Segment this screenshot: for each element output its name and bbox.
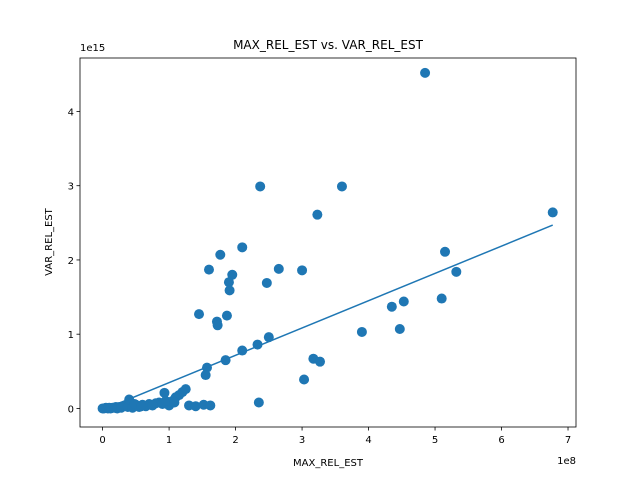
y-tick-label: 4 <box>68 107 74 118</box>
x-tick-label: 0 <box>99 435 105 446</box>
y-tick-label: 2 <box>68 256 74 267</box>
data-point <box>386 301 397 312</box>
data-point <box>263 332 274 343</box>
data-point <box>273 263 284 274</box>
y-axis-label: VAR_REL_EST <box>44 207 55 275</box>
y-tick-label: 3 <box>68 182 74 193</box>
axes-frame <box>79 57 577 428</box>
data-point <box>215 249 226 260</box>
x-axis: 0 1 2 3 4 5 6 7 <box>99 427 571 446</box>
x-tick-label: 1 <box>166 435 172 446</box>
data-point <box>394 323 405 334</box>
data-point <box>261 277 272 288</box>
data-point <box>203 264 214 275</box>
plot-area <box>97 67 558 414</box>
data-point <box>205 400 216 411</box>
x-tick-label: 5 <box>432 435 438 446</box>
data-point <box>547 207 558 218</box>
data-point <box>212 320 223 331</box>
data-point <box>237 242 248 253</box>
x-axis-label: MAX_REL_EST <box>293 458 364 469</box>
data-point <box>398 296 409 307</box>
data-point <box>253 397 264 408</box>
data-point <box>297 265 308 276</box>
data-point <box>194 309 205 320</box>
data-point <box>312 209 323 220</box>
data-point <box>221 310 232 321</box>
data-point <box>255 181 266 192</box>
data-point <box>315 356 326 367</box>
data-point <box>169 397 180 408</box>
x-tick-label: 6 <box>498 435 504 446</box>
data-point <box>436 293 447 304</box>
data-point <box>160 396 171 407</box>
x-offset-text: 1e8 <box>557 456 576 467</box>
data-point <box>440 246 451 257</box>
y-offset-text: 1e15 <box>80 43 105 54</box>
data-point <box>159 387 170 398</box>
y-tick-label: 1 <box>68 330 74 341</box>
data-point <box>420 67 431 78</box>
data-point <box>147 400 158 411</box>
y-axis: 0 1 2 3 4 <box>68 107 80 415</box>
data-point <box>336 181 347 192</box>
data-point <box>224 285 235 296</box>
data-point <box>190 401 201 412</box>
data-point <box>200 370 211 381</box>
chart-title: MAX_REL_EST vs. VAR_REL_EST <box>233 38 424 52</box>
data-point <box>136 401 147 412</box>
data-point <box>223 277 234 288</box>
x-tick-label: 3 <box>299 435 305 446</box>
x-tick-label: 7 <box>565 435 571 446</box>
data-point <box>356 326 367 337</box>
data-point <box>451 266 462 277</box>
x-tick-label: 4 <box>365 435 371 446</box>
data-point <box>299 374 310 385</box>
trend-line <box>102 224 554 411</box>
y-tick-label: 0 <box>68 404 74 415</box>
x-tick-label: 2 <box>232 435 238 446</box>
